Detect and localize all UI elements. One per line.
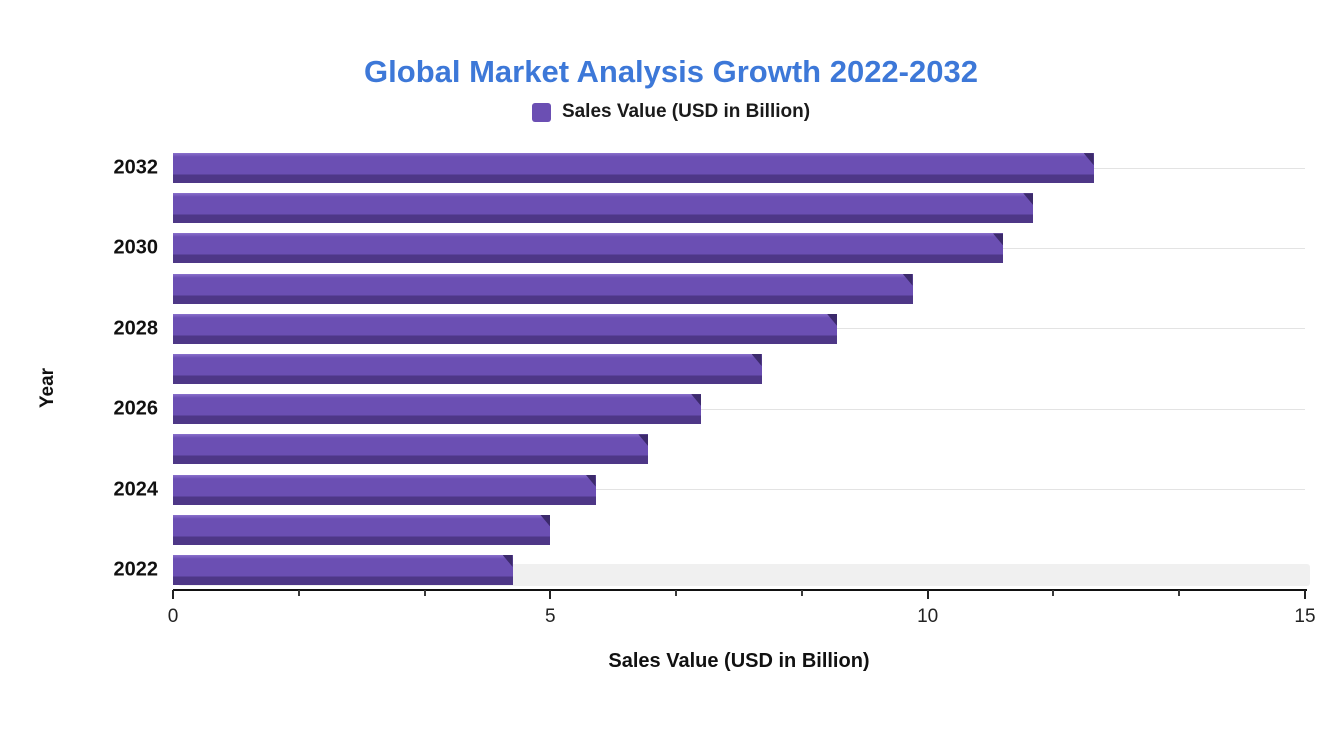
x-tick	[172, 590, 174, 599]
legend-label: Sales Value (USD in Billion)	[561, 101, 811, 122]
x-tick-label: 0	[167, 606, 179, 627]
bar	[173, 233, 1004, 264]
x-tick	[1304, 590, 1306, 599]
x-minor-tick	[297, 590, 300, 596]
bar	[173, 313, 838, 344]
x-minor-tick	[800, 590, 803, 596]
legend: Sales Value (USD in Billion)	[0, 101, 1342, 123]
x-tick-label: 15	[1294, 606, 1316, 627]
x-minor-tick	[1178, 590, 1181, 596]
legend-swatch-icon	[531, 102, 551, 122]
bar	[173, 273, 913, 304]
bar	[173, 394, 702, 425]
x-minor-tick	[675, 590, 678, 596]
bar	[173, 354, 762, 384]
x-tick	[926, 590, 929, 599]
bar	[173, 153, 1094, 184]
y-tick-label: 2028	[113, 317, 159, 340]
y-tick-label: 2024	[113, 478, 159, 501]
gridline	[173, 408, 1305, 410]
x-axis-title: Sales Value (USD in Billion)	[608, 650, 870, 672]
bar	[173, 193, 1034, 224]
x-axis-line	[173, 589, 1307, 591]
bar	[173, 554, 513, 585]
x-tick-label: 5	[545, 606, 556, 627]
bar	[173, 514, 551, 545]
y-tick-label: 2022	[113, 558, 159, 581]
x-minor-tick	[1052, 590, 1055, 596]
y-tick-label: 2032	[113, 156, 159, 179]
x-tick-label: 10	[917, 606, 939, 627]
y-tick-label: 2026	[113, 397, 159, 420]
gridline	[173, 489, 1305, 491]
chart-title: Global Market Analysis Growth 2022-2032	[364, 54, 978, 89]
x-tick	[549, 590, 552, 599]
bar	[173, 434, 649, 465]
bar	[173, 474, 596, 505]
x-minor-tick	[423, 590, 426, 596]
y-tick-label: 2030	[113, 236, 159, 259]
